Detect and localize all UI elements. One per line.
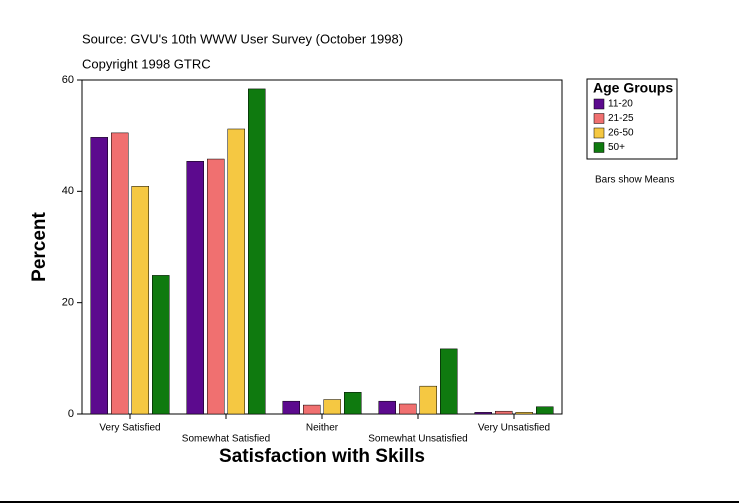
x-tick-label: Very Unsatisfied — [478, 423, 550, 434]
bar — [248, 88, 266, 415]
note: Bars show Means — [595, 175, 674, 186]
legend-label: 21-25 — [608, 113, 634, 124]
bar — [495, 410, 513, 415]
bar — [419, 385, 437, 415]
legend-label: 50+ — [608, 142, 625, 153]
legend-label: 26-50 — [608, 128, 634, 139]
legend-title: Age Groups — [593, 80, 673, 96]
bar — [515, 412, 533, 415]
bar — [399, 403, 417, 415]
bar — [227, 128, 245, 415]
y-tick-label: 60 — [62, 74, 74, 86]
bar — [323, 399, 341, 415]
bar — [152, 275, 170, 415]
y-tick-label: 20 — [62, 297, 74, 309]
copyright: Copyright 1998 GTRC — [82, 56, 211, 71]
x-tick-label: Somewhat Unsatisfied — [368, 434, 468, 445]
y-axis-label: Percent — [29, 211, 50, 281]
bar — [90, 137, 108, 415]
x-tick-label: Somewhat Satisfied — [182, 434, 270, 445]
x-tick-label: Neither — [306, 423, 339, 434]
bar — [207, 158, 225, 415]
x-axis-label: Satisfaction with Skills — [219, 446, 425, 467]
bar — [186, 161, 204, 415]
y-tick-label: 0 — [68, 408, 74, 420]
bar — [344, 392, 362, 415]
bar — [303, 404, 321, 415]
bar — [111, 132, 129, 415]
bar — [536, 406, 554, 415]
bar — [474, 412, 492, 415]
bar — [378, 400, 396, 415]
bar — [131, 186, 149, 415]
legend-swatch — [593, 113, 605, 124]
bar — [282, 400, 300, 415]
bar — [440, 348, 458, 415]
y-tick-label: 40 — [62, 185, 74, 197]
legend-swatch — [593, 127, 605, 139]
legend-swatch — [593, 142, 605, 153]
source: Source: GVU's 10th WWW User Survey (Octo… — [82, 31, 403, 46]
legend-swatch — [593, 98, 605, 110]
x-tick-label: Very Satisfied — [99, 423, 160, 434]
legend-label: 11-20 — [608, 99, 633, 110]
